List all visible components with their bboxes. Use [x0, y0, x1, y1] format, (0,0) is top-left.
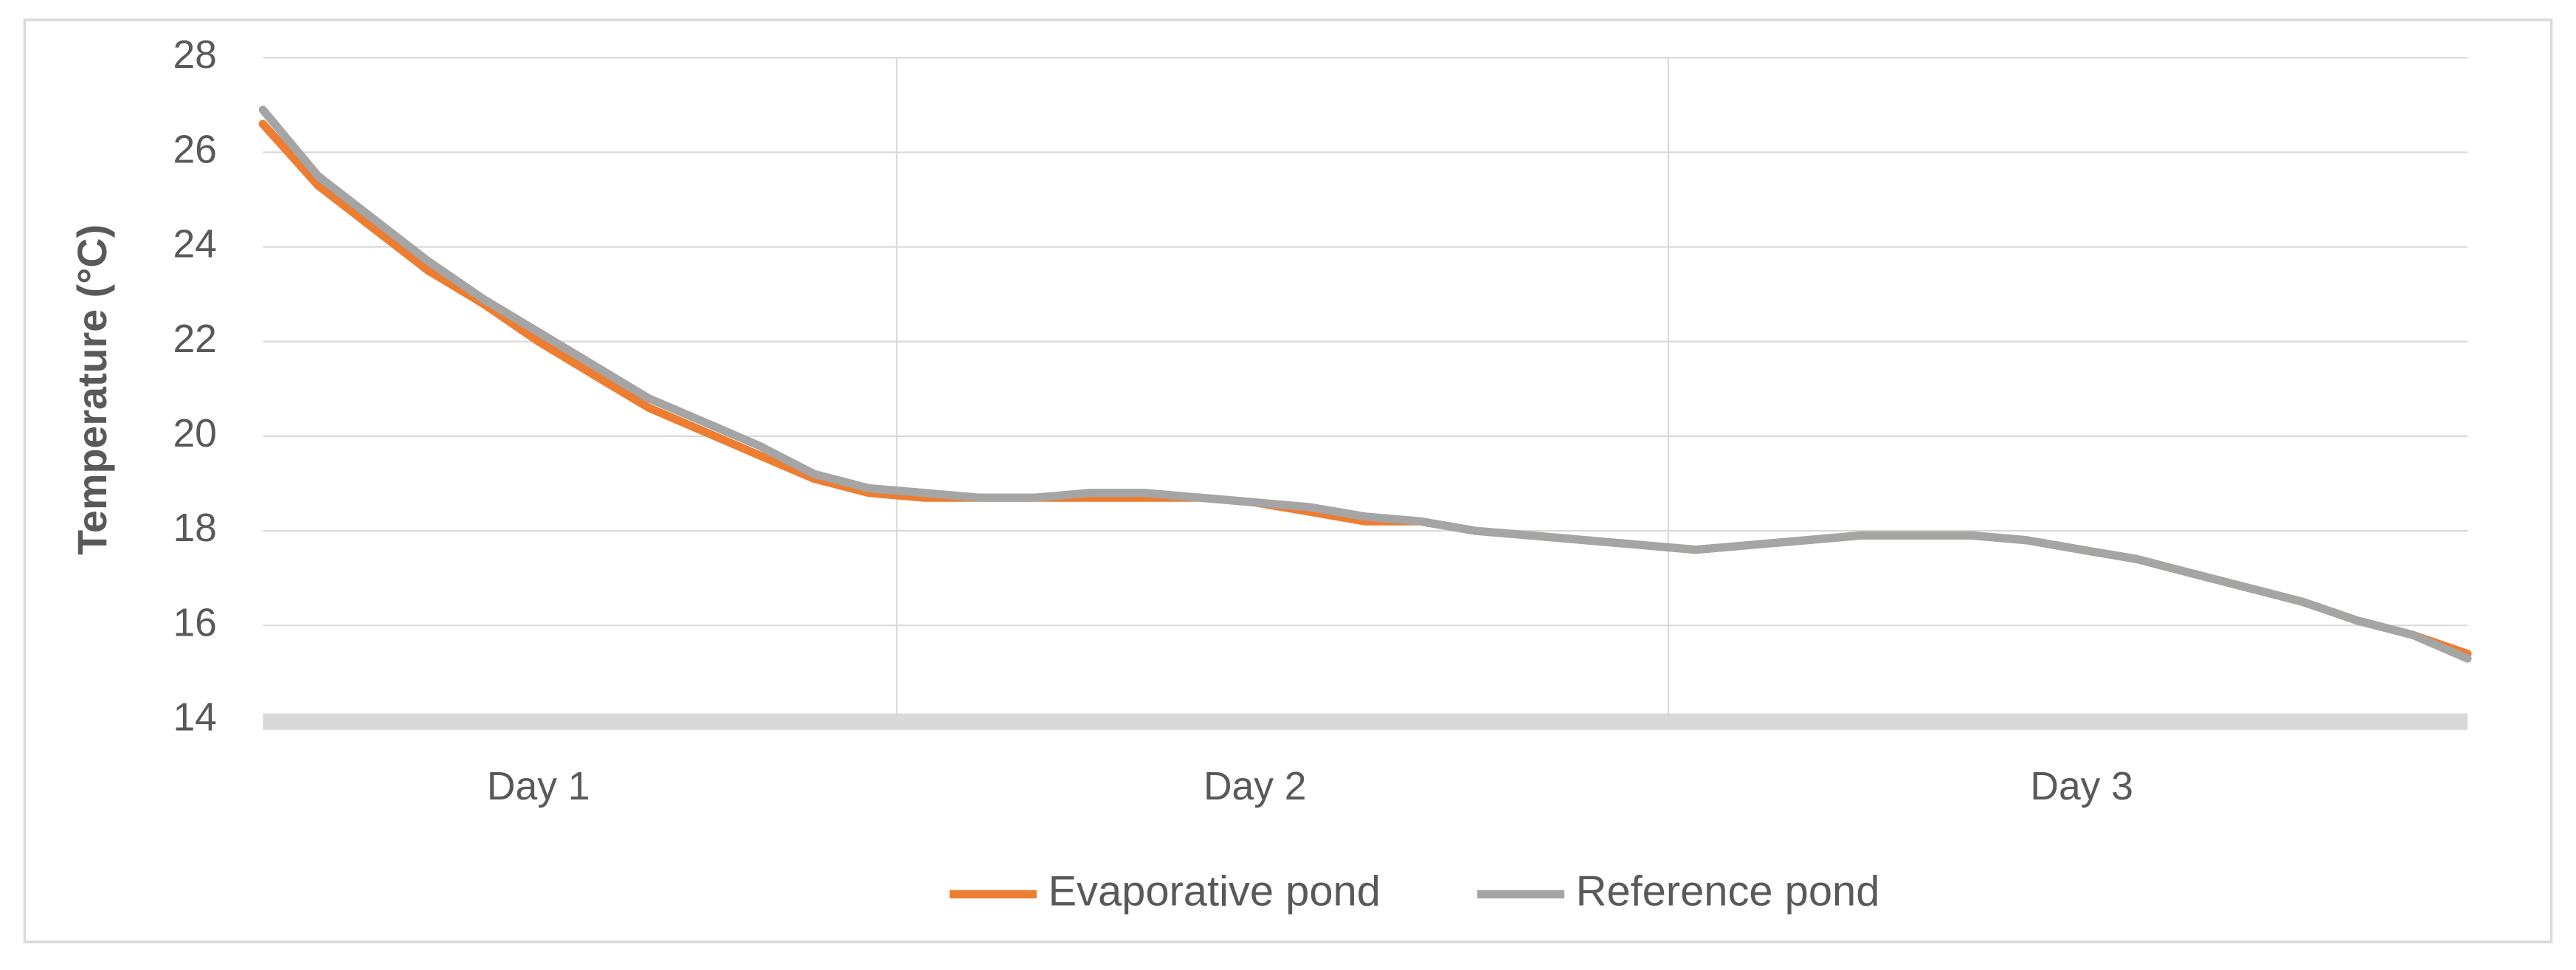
y-tick-label: 18: [173, 506, 216, 550]
x-tick-label: Day 1: [487, 765, 590, 808]
x-tick-label: Day 3: [2030, 765, 2133, 808]
x-tick-label: Day 2: [1204, 765, 1307, 808]
y-tick-label: 28: [173, 33, 216, 77]
chart-frame: [23, 18, 2553, 943]
legend-label: Reference pond: [1576, 868, 1880, 915]
x-axis: [263, 713, 2468, 730]
legend-label: Evaporative pond: [1048, 868, 1380, 915]
y-tick-label: 26: [173, 128, 216, 171]
y-tick-label: 22: [173, 317, 216, 361]
y-tick-label: 14: [173, 695, 216, 739]
y-tick-label: 16: [173, 601, 216, 644]
y-tick-label: 20: [173, 412, 216, 455]
y-tick-label: 24: [173, 223, 216, 266]
series-line: [258, 106, 2472, 663]
y-axis-title: Temperature (°C): [69, 224, 115, 555]
